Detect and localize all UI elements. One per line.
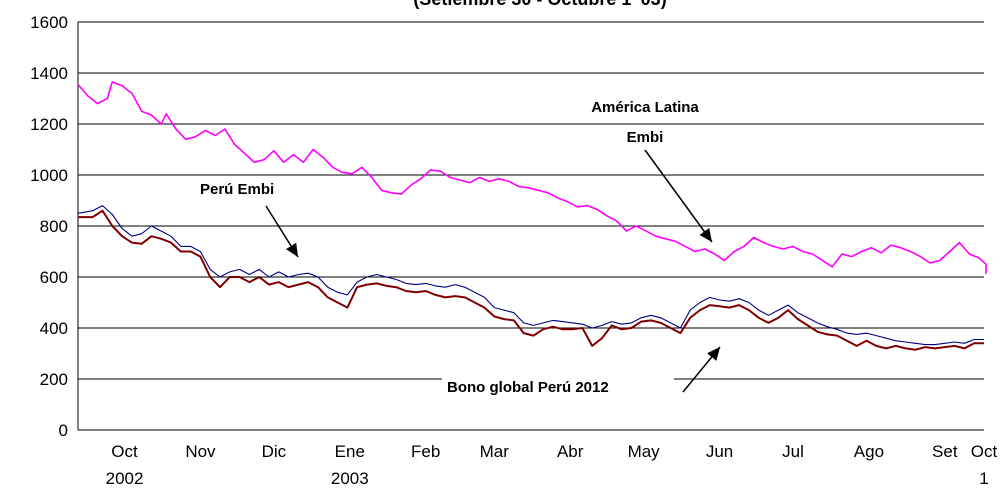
y-tick-label: 1600 xyxy=(30,13,68,32)
annotation-label: Bono global Perú 2012 xyxy=(447,379,609,396)
y-tick-label: 0 xyxy=(59,421,68,440)
x-tick-year: 1 xyxy=(979,469,988,488)
x-tick-label: Nov xyxy=(185,442,216,461)
x-tick-label: Jul xyxy=(782,442,804,461)
x-tick-year: 2002 xyxy=(106,469,144,488)
series-line-2 xyxy=(77,205,984,346)
chart-title: (Setiembre 30 - Octubre 1 '03) xyxy=(413,0,666,9)
x-axis: Oct 2002 Nov Dic Ene 2003 Feb Mar Abr May Jun Jul Ag… xyxy=(106,442,998,488)
y-tick-label: 800 xyxy=(40,217,68,236)
y-tick-label: 1000 xyxy=(30,166,68,185)
x-tick-label: Ago xyxy=(854,442,884,461)
x-tick-label: Ene xyxy=(335,442,365,461)
x-tick-label: Oct xyxy=(111,442,138,461)
annotation-label: América Latina xyxy=(591,99,699,116)
arrow-head xyxy=(699,227,712,242)
x-tick-label: Mar xyxy=(480,442,510,461)
y-tick-label: 600 xyxy=(40,268,68,287)
annotations: América Latina Embi Perú Embi Bono global P… xyxy=(200,99,721,403)
x-tick-label: Jun xyxy=(706,442,733,461)
x-tick-year: 2003 xyxy=(331,469,369,488)
y-tick-label: 1200 xyxy=(30,115,68,134)
x-tick-label: May xyxy=(628,442,661,461)
gridlines xyxy=(77,21,984,431)
arrow-head xyxy=(286,242,298,257)
x-tick-label: Abr xyxy=(557,442,584,461)
x-tick-label: Feb xyxy=(411,442,440,461)
y-tick-label: 400 xyxy=(40,319,68,338)
annotation-label: Perú Embi xyxy=(200,181,274,198)
y-axis: 0 200 400 600 800 1000 1200 1400 1600 xyxy=(30,13,68,440)
annotation-arrow xyxy=(644,149,713,243)
x-tick-label: Oct xyxy=(971,442,998,461)
y-tick-label: 200 xyxy=(40,370,68,389)
series-line-3 xyxy=(78,209,984,351)
arrow-head xyxy=(707,347,720,361)
annotation-label: Embi xyxy=(627,129,664,146)
annotation-background xyxy=(442,377,674,403)
x-tick-label: Set xyxy=(932,442,958,461)
series-lines xyxy=(77,81,987,351)
x-tick-label: Dic xyxy=(262,442,287,461)
series-line-1 xyxy=(77,81,987,275)
y-tick-label: 1400 xyxy=(30,64,68,83)
